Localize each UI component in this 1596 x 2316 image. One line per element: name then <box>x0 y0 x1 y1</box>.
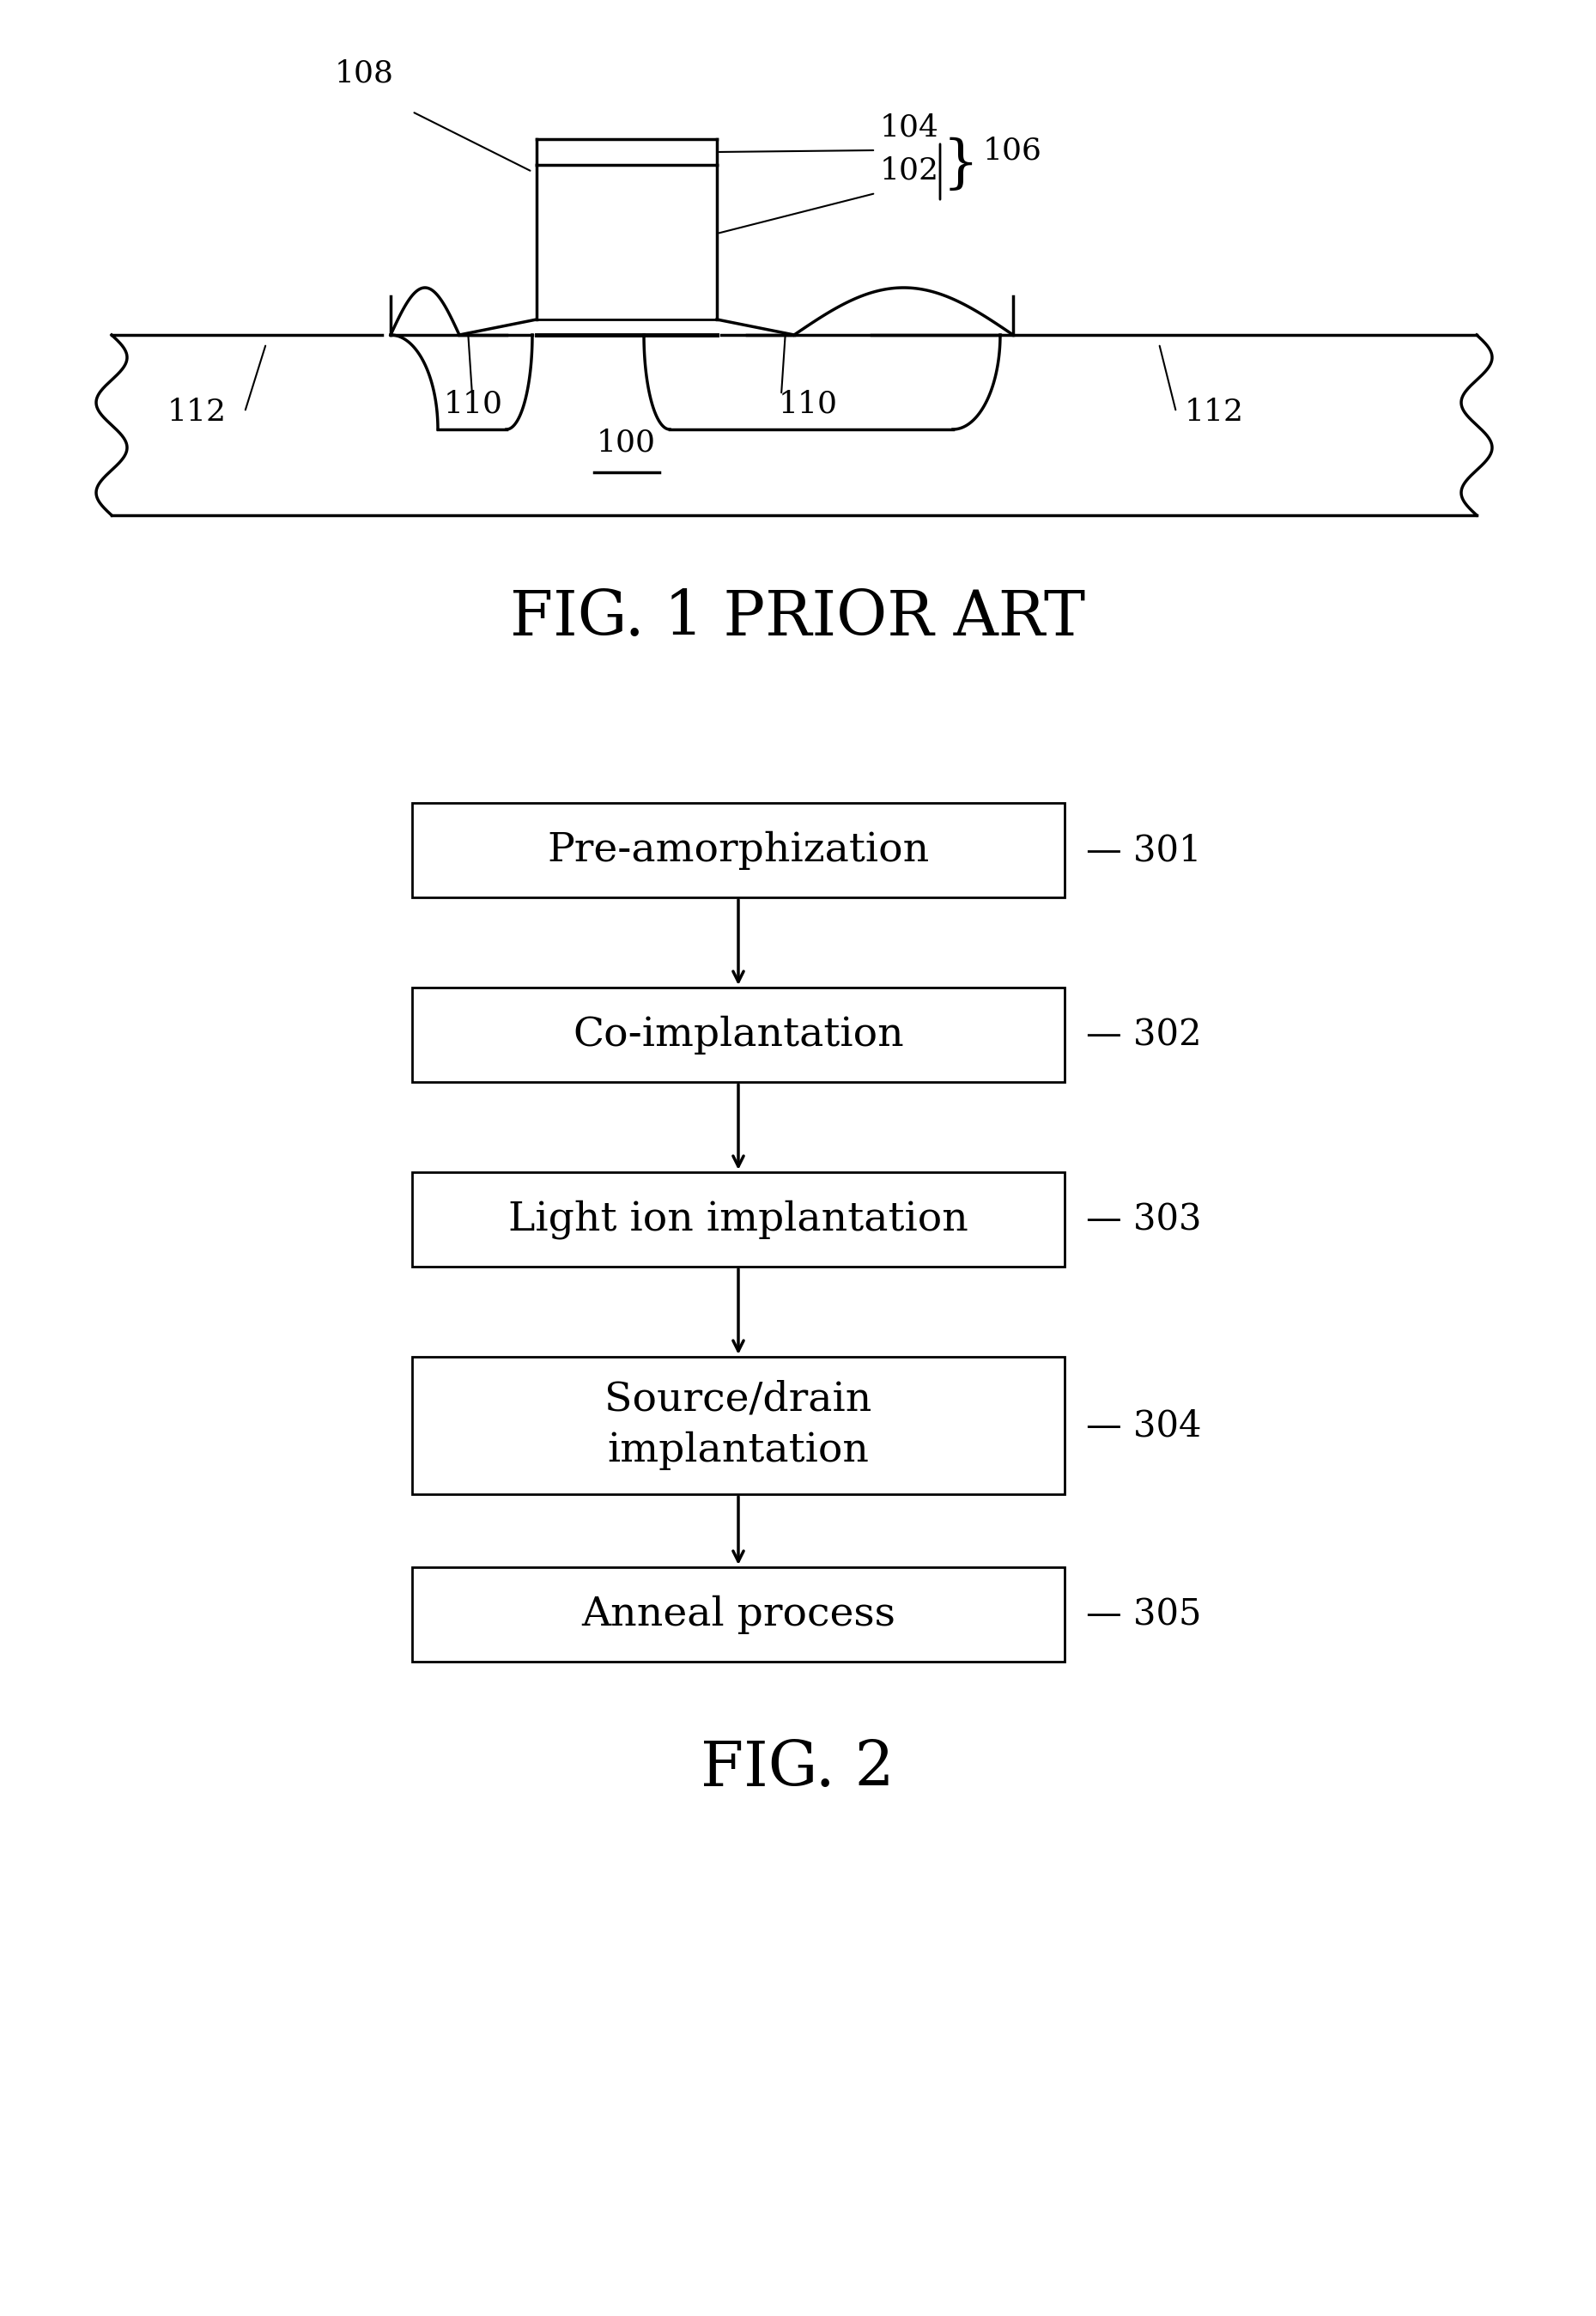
Text: FIG. 2: FIG. 2 <box>701 1739 894 1800</box>
Text: 112: 112 <box>168 398 227 426</box>
Text: 104: 104 <box>879 113 938 141</box>
Text: 108: 108 <box>335 58 394 88</box>
Bar <box>412 804 1065 896</box>
Text: 102: 102 <box>879 155 938 185</box>
Bar <box>412 987 1065 1082</box>
Text: — 304: — 304 <box>1085 1408 1202 1443</box>
Text: Source/drain
implantation: Source/drain implantation <box>605 1380 871 1471</box>
Text: — 303: — 303 <box>1085 1202 1202 1237</box>
Text: Pre-amorphization: Pre-amorphization <box>547 831 929 868</box>
Text: }: } <box>943 137 980 192</box>
Text: 100: 100 <box>597 428 656 456</box>
Text: — 301: — 301 <box>1085 831 1202 868</box>
Text: 106: 106 <box>983 137 1042 164</box>
Text: 110: 110 <box>779 389 838 419</box>
Bar <box>412 1568 1065 1661</box>
Text: — 305: — 305 <box>1085 1596 1202 1633</box>
Bar <box>412 1172 1065 1267</box>
Text: Light ion implantation: Light ion implantation <box>508 1200 969 1239</box>
Text: FIG. 1 PRIOR ART: FIG. 1 PRIOR ART <box>509 588 1085 648</box>
Text: 110: 110 <box>444 389 503 419</box>
Text: — 302: — 302 <box>1085 1017 1202 1054</box>
Text: 112: 112 <box>1184 398 1243 426</box>
Bar <box>412 1357 1065 1494</box>
Text: Co-implantation: Co-implantation <box>573 1014 903 1054</box>
Text: Anneal process: Anneal process <box>581 1596 895 1633</box>
